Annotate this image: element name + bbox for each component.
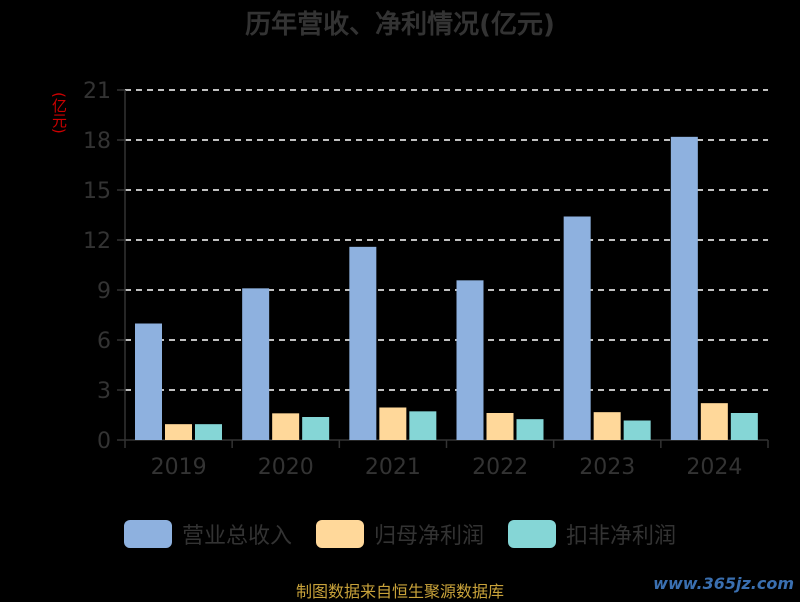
bar-net-profit [486,413,514,440]
bar-deducted-profit [302,417,330,440]
legend-label-deducted-profit: 扣非净利润 [566,524,677,549]
x-tick-label: 2021 [365,455,421,480]
y-tick-label: 15 [83,179,111,204]
legend-label-net-profit: 归母净利润 [373,524,484,549]
x-tick-label: 2020 [258,455,314,480]
data-source-note: 制图数据来自恒生聚源数据库 [295,582,504,601]
bar-revenue [456,280,484,440]
bar-net-profit [593,412,621,440]
legend-label-revenue: 营业总收入 [181,524,292,549]
x-tick-label: 2022 [472,455,528,480]
x-tick-label: 2023 [579,455,635,480]
legend-swatch-deducted-profit [508,520,556,548]
bar-revenue [349,246,377,440]
y-tick-label: 6 [97,329,111,354]
bar-deducted-profit [623,420,651,440]
bar-net-profit [165,424,192,440]
y-tick-label: 9 [97,279,111,304]
watermark-logo: www.365jz.com [653,574,794,593]
bar-deducted-profit [195,424,222,440]
bar-deducted-profit [409,411,437,440]
bar-deducted-profit [516,419,544,440]
y-tick-label: 18 [83,129,111,154]
legend-item-revenue[interactable]: 营业总收入 [123,518,292,550]
y-tick-label: 0 [97,429,111,454]
y-tick-label: 3 [97,379,111,404]
bar-revenue [563,216,591,440]
bar-net-profit [272,413,300,440]
legend-item-net-profit[interactable]: 归母净利润 [315,518,484,550]
chart-title: 历年营收、净利情况(亿元) [245,10,555,40]
bar-revenue [670,136,698,441]
bar-net-profit [700,403,728,440]
bar-revenue [242,288,270,440]
y-tick-label: 12 [83,229,111,254]
bar-net-profit [379,407,407,440]
bar-deducted-profit [730,413,758,440]
legend-swatch-net-profit [315,520,364,548]
y-axis-unit-label: (亿元) [50,92,68,134]
x-tick-label: 2019 [151,455,207,480]
legend-item-deducted-profit[interactable]: 扣非净利润 [508,518,676,550]
legend: 营业总收入 归母净利润 扣非净利润 [0,518,800,550]
y-tick-label: 21 [83,79,111,104]
bar-revenue [135,323,162,440]
x-tick-label: 2024 [686,455,742,480]
legend-swatch-revenue [123,520,172,548]
